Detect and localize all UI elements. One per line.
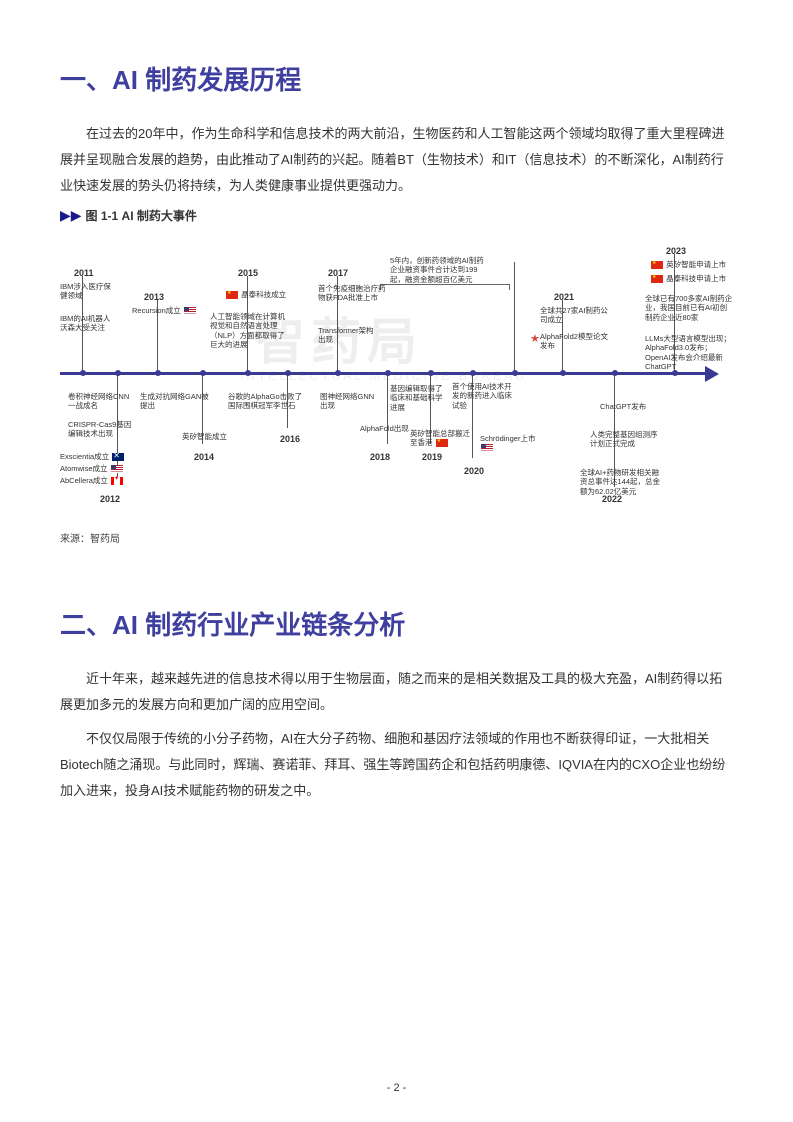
timeline-event: 卷积神经网络CNN一战成名 <box>68 392 133 411</box>
timeline-tick <box>428 370 434 376</box>
figure-label-row: ▶▶ 图 1-1 AI 制药大事件 <box>60 207 733 224</box>
flag-cn-icon <box>651 275 663 283</box>
year-label: 2019 <box>422 452 442 462</box>
timeline-tick <box>335 370 341 376</box>
year-label: 2017 <box>328 268 348 278</box>
timeline-event: 英矽智能成立 <box>182 432 242 441</box>
year-label: 2011 <box>74 268 94 278</box>
timeline-tick <box>80 370 86 376</box>
timeline-event: 基因编辑取得了临床和基础科学进展 <box>390 384 445 412</box>
year-label: 2018 <box>370 452 390 462</box>
timeline-event: Schrödinger上市 <box>480 434 540 453</box>
flag-us-icon <box>481 444 493 452</box>
timeline-event: 人类完整基因组测序计划正式完成 <box>590 430 660 449</box>
timeline-tick <box>385 370 391 376</box>
timeline-event: 首个免疫细胞治疗药物获FDA批准上市 <box>318 284 388 303</box>
flag-cn-icon <box>436 439 448 447</box>
timeline-event: Transformer架构出现 <box>318 326 378 345</box>
timeline-event: IBM的AI机器人沃森大受关注 <box>60 314 115 333</box>
timeline-event: 首个使用AI技术开发的新药进入临床试验 <box>452 382 512 410</box>
year-label: 2012 <box>100 494 120 504</box>
timeline-tick <box>612 370 618 376</box>
range-bracket <box>380 284 510 290</box>
flag-cn-icon <box>226 291 238 299</box>
figure-label-icon: ▶▶ <box>60 207 82 224</box>
timeline-tick <box>200 370 206 376</box>
timeline-event: 人工智能领域在计算机视觉和自然语言处理（NLP）方面都取得了巨大的进展 <box>210 312 290 350</box>
figure-label: 图 1-1 AI 制药大事件 <box>86 207 197 224</box>
timeline-stem <box>514 262 515 372</box>
timeline-event: 晶泰科技成立 <box>225 290 295 299</box>
page-number: - 2 - <box>0 1082 793 1094</box>
timeline-tick <box>285 370 291 376</box>
timeline-tick <box>115 370 121 376</box>
timeline-event: 谷歌的AlphaGo击败了国际围棋冠军李世石 <box>228 392 308 411</box>
year-label: 2020 <box>464 466 484 476</box>
year-label: 2015 <box>238 268 258 278</box>
flag-ca-icon <box>111 477 123 485</box>
timeline-tick <box>155 370 161 376</box>
timeline-event: 全球AI+药物研发相关融资总事件达144起，总金额为62.02亿美元 <box>580 468 665 496</box>
timeline-event: 英矽智能申请上市 <box>650 260 730 269</box>
year-label: 2014 <box>194 452 214 462</box>
timeline-event: 全球已有700多家AI制药企业，我国目前已有AI初创制药企业近80家 <box>645 294 733 322</box>
section-2-title: 二、AI 制药行业产业链条分析 <box>60 605 733 642</box>
timeline-event: Atomwise成立 <box>60 464 140 473</box>
timeline-tick <box>245 370 251 376</box>
flag-us-icon <box>184 307 196 315</box>
flag-us-icon <box>111 465 123 473</box>
timeline-event: 英矽智能总部搬迁至香港 <box>410 429 475 448</box>
timeline-event: 图神经网络GNN出现 <box>320 392 380 411</box>
section-2-p2: 不仅仅局限于传统的小分子药物，AI在大分子药物、细胞和基因疗法领域的作用也不断获… <box>60 726 733 804</box>
year-label: 2016 <box>280 434 300 444</box>
timeline-event: 5年内，创新药领域的AI制药企业融资事件合计达到199起，融资金额超百亿美元 <box>390 256 490 284</box>
timeline-tick <box>560 370 566 376</box>
timeline-event: Exscientia成立 <box>60 452 140 461</box>
flag-uk-icon <box>112 453 124 461</box>
timeline-event: 全球共27家AI制药公司成立 <box>540 306 610 325</box>
section-1-paragraph: 在过去的20年中，作为生命科学和信息技术的两大前沿，生物医药和人工智能这两个领域… <box>60 121 733 199</box>
star-icon: ★ <box>530 332 540 345</box>
timeline-event: CRISPR-Cas9基因编辑技术出现 <box>68 420 133 439</box>
flag-cn-icon <box>651 261 663 269</box>
timeline-event: AlphaFold2模型论文发布 <box>540 332 610 351</box>
timeline-tick <box>470 370 476 376</box>
year-label: 2021 <box>554 292 574 302</box>
figure-source: 来源：智药局 <box>60 530 733 545</box>
timeline-event: LLMs大型语言模型出现；AlphaFold3.0发布；OpenAI发布会介绍最… <box>645 334 733 372</box>
timeline-event: IBM涉入医疗保健领域 <box>60 282 115 301</box>
section-1-title: 一、AI 制药发展历程 <box>60 60 733 97</box>
timeline-event: 生成对抗网络GAN被提出 <box>140 392 210 411</box>
timeline-chart: 智药局 INTELLECTUAL MEDICINE BUREAU 2011201… <box>60 234 733 524</box>
year-label: 2023 <box>666 246 686 256</box>
year-label: 2013 <box>144 292 164 302</box>
section-2-p1: 近十年来，越来越先进的信息技术得以用于生物层面，随之而来的是相关数据及工具的极大… <box>60 666 733 718</box>
timeline-event: Recursion成立 <box>132 306 197 315</box>
timeline-event: AbCellera成立 <box>60 476 140 485</box>
timeline-event: 晶泰科技申请上市 <box>650 274 730 283</box>
timeline-tick <box>512 370 518 376</box>
timeline-event: ChatGPT发布 <box>600 402 660 411</box>
